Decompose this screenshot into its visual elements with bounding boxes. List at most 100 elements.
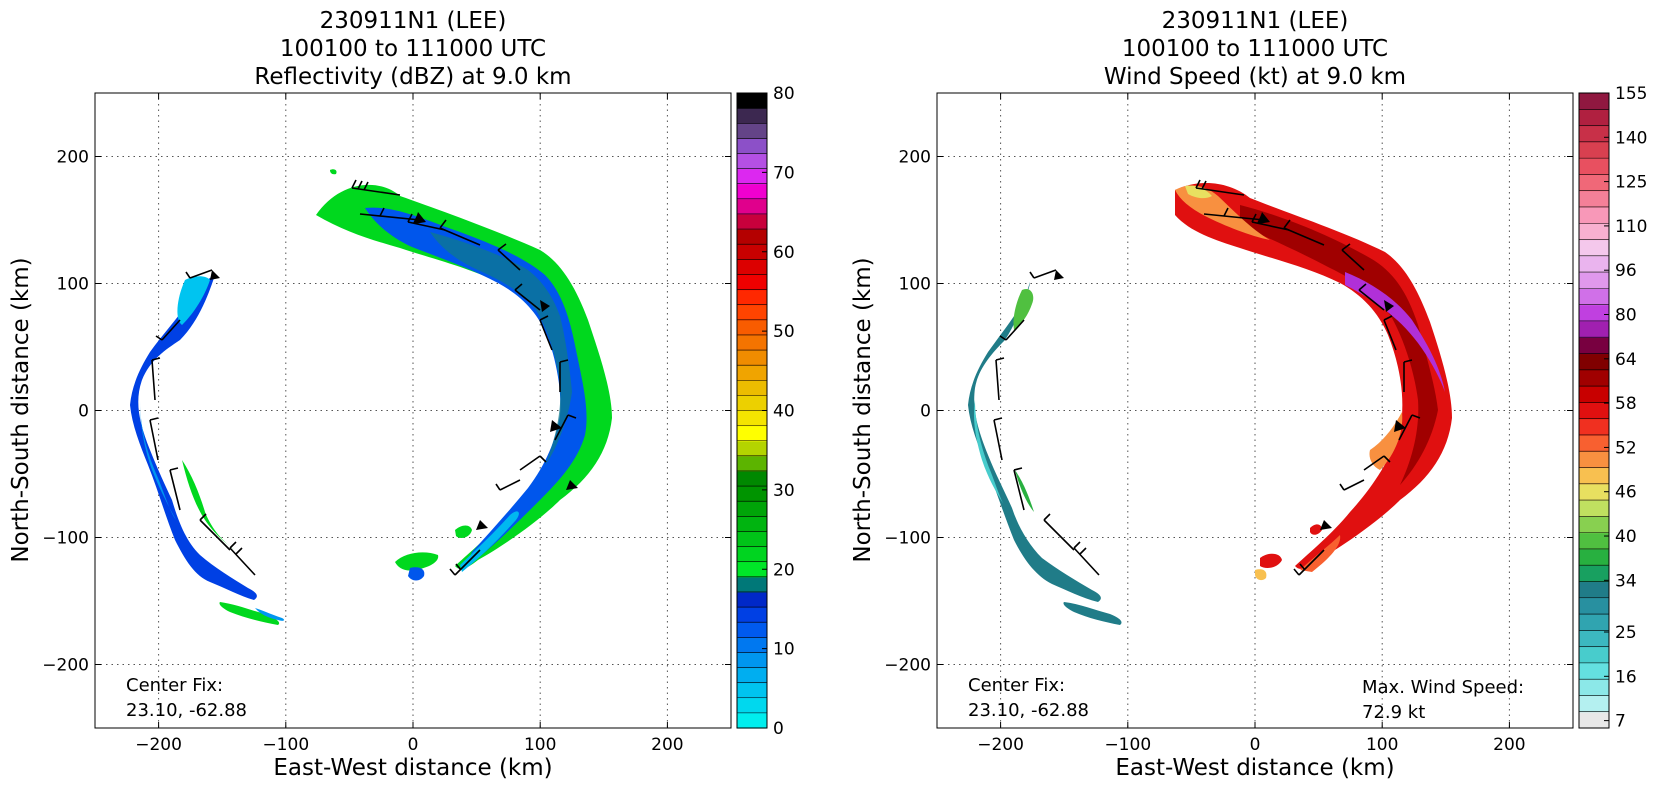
colorbar-tick-label: 125 <box>1615 173 1647 193</box>
colorbar-segment <box>1579 630 1609 648</box>
left-wind-barb <box>497 243 521 271</box>
colorbar-tick-label: 30 <box>773 481 795 501</box>
colorbar-segment <box>1579 174 1609 192</box>
colorbar-tick-label: 0 <box>773 719 784 739</box>
x-tick-label: 200 <box>1493 735 1525 755</box>
colorbar-segment <box>1579 646 1609 664</box>
left-center-fix-value: 23.10, -62.88 <box>126 700 247 721</box>
colorbar-segment <box>737 667 767 684</box>
left-wind-barb <box>439 219 481 246</box>
right-inner-tail-teal <box>1063 602 1122 625</box>
right-wind-barb <box>1073 541 1100 576</box>
right-wind-barb <box>993 417 1003 461</box>
colorbar-segment <box>737 153 767 170</box>
left-wind-barb <box>151 357 161 401</box>
y-tick-label: 0 <box>78 402 89 422</box>
left-inner-band-light <box>177 276 210 325</box>
colorbar-tick-label: 58 <box>1615 394 1637 414</box>
colorbar-segment <box>1579 337 1609 355</box>
colorbar-segment <box>737 607 767 623</box>
right-center-fix-label: Center Fix: <box>968 675 1065 696</box>
colorbar-segment <box>737 561 767 578</box>
colorbar-segment <box>737 365 767 381</box>
right-wind-barb <box>1341 243 1365 271</box>
colorbar-segment <box>1579 190 1609 208</box>
colorbar-tick-label: 64 <box>1615 350 1637 370</box>
right-y-axis-label: North-South distance (km) <box>850 257 876 562</box>
colorbar-segment <box>1579 288 1609 306</box>
colorbar-segment <box>737 168 767 185</box>
colorbar-segment <box>1579 369 1609 387</box>
colorbar-frame <box>1578 92 1610 729</box>
left-reflectivity-field <box>130 169 612 625</box>
right-wind-flag <box>1054 270 1064 280</box>
right-title-line-3: Wind Speed (kt) at 9.0 km <box>1104 64 1406 90</box>
left-fragment-green-2 <box>455 525 472 538</box>
colorbar-segment <box>1579 272 1609 289</box>
left-wind-barb <box>519 455 547 471</box>
y-tick-label: 200 <box>899 148 931 168</box>
wind-speed-panel: 230911N1 (LEE) 100100 to 111000 UTC Wind… <box>850 8 1647 781</box>
colorbar-segment <box>737 259 767 276</box>
colorbar-segment <box>737 274 767 291</box>
left-title-line-3: Reflectivity (dBZ) at 9.0 km <box>254 64 571 90</box>
right-fragment-red-2 <box>1310 524 1322 535</box>
colorbar-segment <box>1579 565 1609 583</box>
colorbar-segment <box>1579 467 1609 485</box>
colorbar-tick-label: 70 <box>773 163 795 183</box>
left-barb-flags <box>210 212 578 530</box>
right-wind-barb <box>1403 359 1413 392</box>
left-wind-barb <box>559 359 569 392</box>
colorbar-tick-label: 52 <box>1615 438 1637 458</box>
colorbar-segment <box>737 455 767 472</box>
left-wind-barb <box>199 513 231 551</box>
y-tick-label: −100 <box>42 529 89 549</box>
left-fragment-green-3 <box>330 169 337 175</box>
left-wind-flag <box>566 480 578 490</box>
colorbar-segment <box>737 395 767 412</box>
colorbar-segment <box>737 501 767 517</box>
left-outer-band-teal <box>430 232 572 466</box>
colorbar-tick-label: 96 <box>1615 261 1637 281</box>
colorbar-segment <box>737 138 767 155</box>
right-title-line-1: 230911N1 (LEE) <box>1162 8 1349 34</box>
colorbar-segment <box>737 622 767 638</box>
colorbar-segment <box>1579 206 1609 224</box>
colorbar-segment <box>737 183 767 200</box>
left-wind-barb <box>351 179 401 196</box>
colorbar-segment <box>737 244 767 260</box>
colorbar-segment <box>1579 500 1609 517</box>
colorbar-segment <box>1579 597 1609 615</box>
left-inner-band-green <box>182 460 235 550</box>
y-tick-label: 0 <box>920 402 931 422</box>
colorbar-segment <box>737 531 767 548</box>
colorbar-segment <box>1579 662 1609 680</box>
left-title-line-1: 230911N1 (LEE) <box>320 8 507 34</box>
x-tick-label: −100 <box>262 735 309 755</box>
y-tick-label: 100 <box>57 275 89 295</box>
colorbar-segment <box>1579 581 1609 599</box>
colorbar-segment <box>1579 418 1609 436</box>
right-barb-flags <box>1054 212 1406 530</box>
x-tick-label: 0 <box>1250 735 1261 755</box>
colorbar-segment <box>1579 386 1609 403</box>
left-fragment-blue <box>408 567 425 581</box>
colorbar-segment <box>737 350 767 366</box>
left-outer-band-cyan-tail <box>460 511 519 572</box>
colorbar-segment <box>1579 125 1609 143</box>
colorbar-segment <box>1579 451 1609 469</box>
colorbar-segment <box>737 319 767 336</box>
left-center-fix-label: Center Fix: <box>126 675 223 696</box>
colorbar-tick-label: 16 <box>1615 667 1637 687</box>
colorbar-segment <box>1579 434 1609 452</box>
colorbar-tick-label: 155 <box>1615 84 1647 104</box>
colorbar-segment <box>1579 614 1609 631</box>
colorbar-segment <box>1579 548 1609 566</box>
colorbar-segment <box>737 697 767 714</box>
left-wind-barb <box>449 549 481 576</box>
right-wind-barb <box>1363 455 1391 471</box>
y-tick-label: −100 <box>884 529 931 549</box>
y-tick-label: −200 <box>42 656 89 676</box>
colorbar-segment <box>737 123 767 139</box>
